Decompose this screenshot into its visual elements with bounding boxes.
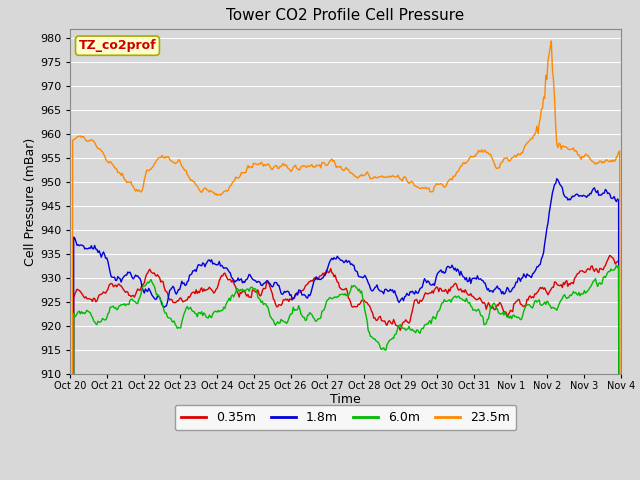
X-axis label: Time: Time: [330, 393, 361, 406]
Y-axis label: Cell Pressure (mBar): Cell Pressure (mBar): [24, 137, 37, 266]
Text: TZ_co2prof: TZ_co2prof: [79, 39, 156, 52]
Title: Tower CO2 Profile Cell Pressure: Tower CO2 Profile Cell Pressure: [227, 9, 465, 24]
Legend: 0.35m, 1.8m, 6.0m, 23.5m: 0.35m, 1.8m, 6.0m, 23.5m: [175, 405, 516, 431]
